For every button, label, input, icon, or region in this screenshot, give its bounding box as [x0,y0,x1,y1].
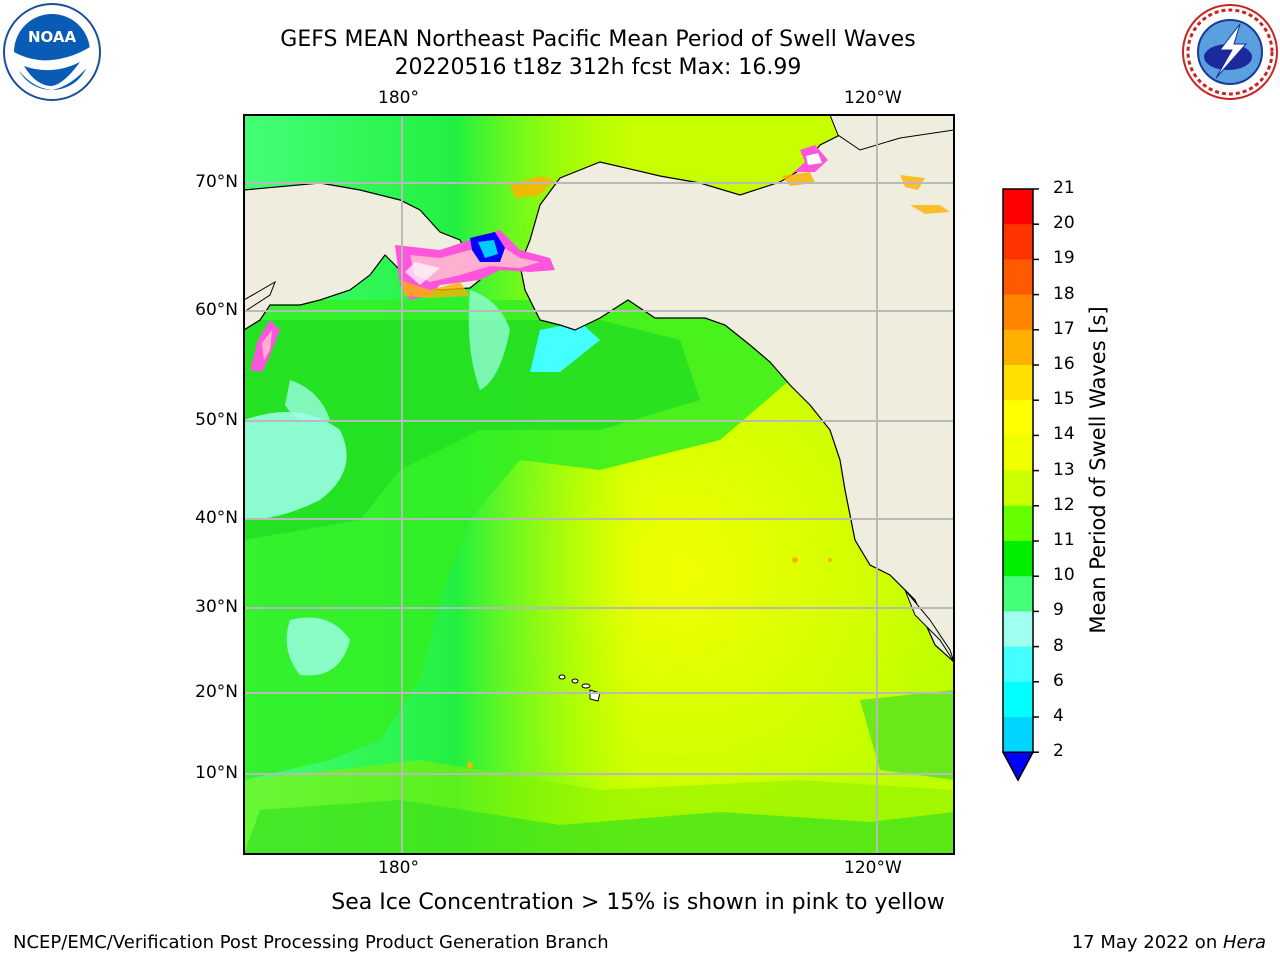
colorbar-segment [1003,470,1033,507]
sea-ice-kamchatka [250,320,280,372]
colorbar-segment [1003,435,1033,472]
colorbar-tick-label: 14 [1053,424,1075,445]
svg-text:NOAA: NOAA [28,28,77,46]
colorbar [1001,188,1039,782]
colorbar-tick-label: 17 [1053,318,1075,339]
lat-label-30n: 30°N [195,597,238,617]
lon-label-bottom-120w: 120°W [844,858,902,878]
colorbar-segment [1003,329,1033,366]
lon-label-bottom-180: 180° [378,858,419,878]
colorbar-tick-label: 19 [1053,248,1075,269]
colorbar-segment [1003,541,1033,577]
colorbar-tick-label: 21 [1053,178,1075,198]
colorbar-segment [1003,259,1033,296]
colorbar-tick-label: 11 [1053,530,1075,550]
chart-title: GEFS MEAN Northeast Pacific Mean Period … [280,27,916,52]
colorbar-tick-label: 8 [1053,635,1064,656]
cyan-swell-patch [244,412,347,520]
colorbar-label: Mean Period of Swell Waves [s] [1086,306,1110,634]
footer-date: 17 May 2022 on Hera [1072,932,1266,953]
colorbar-segment [1003,646,1033,683]
colorbar-segment [1003,400,1033,436]
colorbar-segment [1003,681,1033,718]
noaa-logo: NOAA [3,3,101,101]
national-weather-service-logo [1182,4,1278,100]
sea-ice-arctic [510,145,950,214]
lat-label-70n: 70°N [195,172,238,192]
colorbar-tick-label: 6 [1053,670,1064,691]
map-gridlines [244,115,954,854]
colorbar-tick-label: 16 [1053,354,1075,374]
colorbar-tick-label: 13 [1053,459,1075,480]
colorbar-segment [1003,294,1033,331]
lat-label-40n: 40°N [195,508,238,528]
footer-credit: NCEP/EMC/Verification Post Processing Pr… [13,932,609,953]
colorbar-tick-label: 4 [1053,706,1064,726]
lat-label-10n: 10°N [195,763,238,783]
map-frame [243,114,955,855]
colorbar-under-arrow [1001,751,1035,782]
lat-label-20n: 20°N [195,682,238,702]
footer-date-text: 17 May 2022 on [1071,932,1223,953]
colorbar-segment [1003,611,1033,648]
lat-label-50n: 50°N [195,410,238,430]
colorbar-segment [1003,365,1033,401]
chart-subtitle: 20220516 t18z 312h fcst Max: 16.99 [394,55,802,80]
colorbar-segment [1003,505,1033,542]
colorbar-tick-label: 18 [1053,283,1075,304]
sea-ice-bering [395,230,555,300]
colorbar-tick-label: 20 [1053,213,1075,234]
colorbar-tick-label: 10 [1053,565,1075,586]
colorbar-tick-label: 12 [1053,494,1075,515]
sea-ice-note: Sea Ice Concentration > 15% is shown in … [331,890,945,915]
lon-label-top-120w: 120°W [844,88,902,108]
colorbar-segment [1003,717,1033,753]
lat-label-60n: 60°N [195,300,238,320]
colorbar-segment [1003,189,1033,225]
lon-label-top-180: 180° [378,88,419,108]
map-plot-area [244,115,954,854]
colorbar-segment [1003,224,1033,260]
colorbar-tick-label: 9 [1053,600,1064,621]
colorbar-tick-label: 15 [1053,389,1075,410]
colorbar-tick-label: 2 [1053,741,1064,762]
footer-machine: Hera [1222,932,1266,953]
colorbar-segment [1003,576,1033,612]
